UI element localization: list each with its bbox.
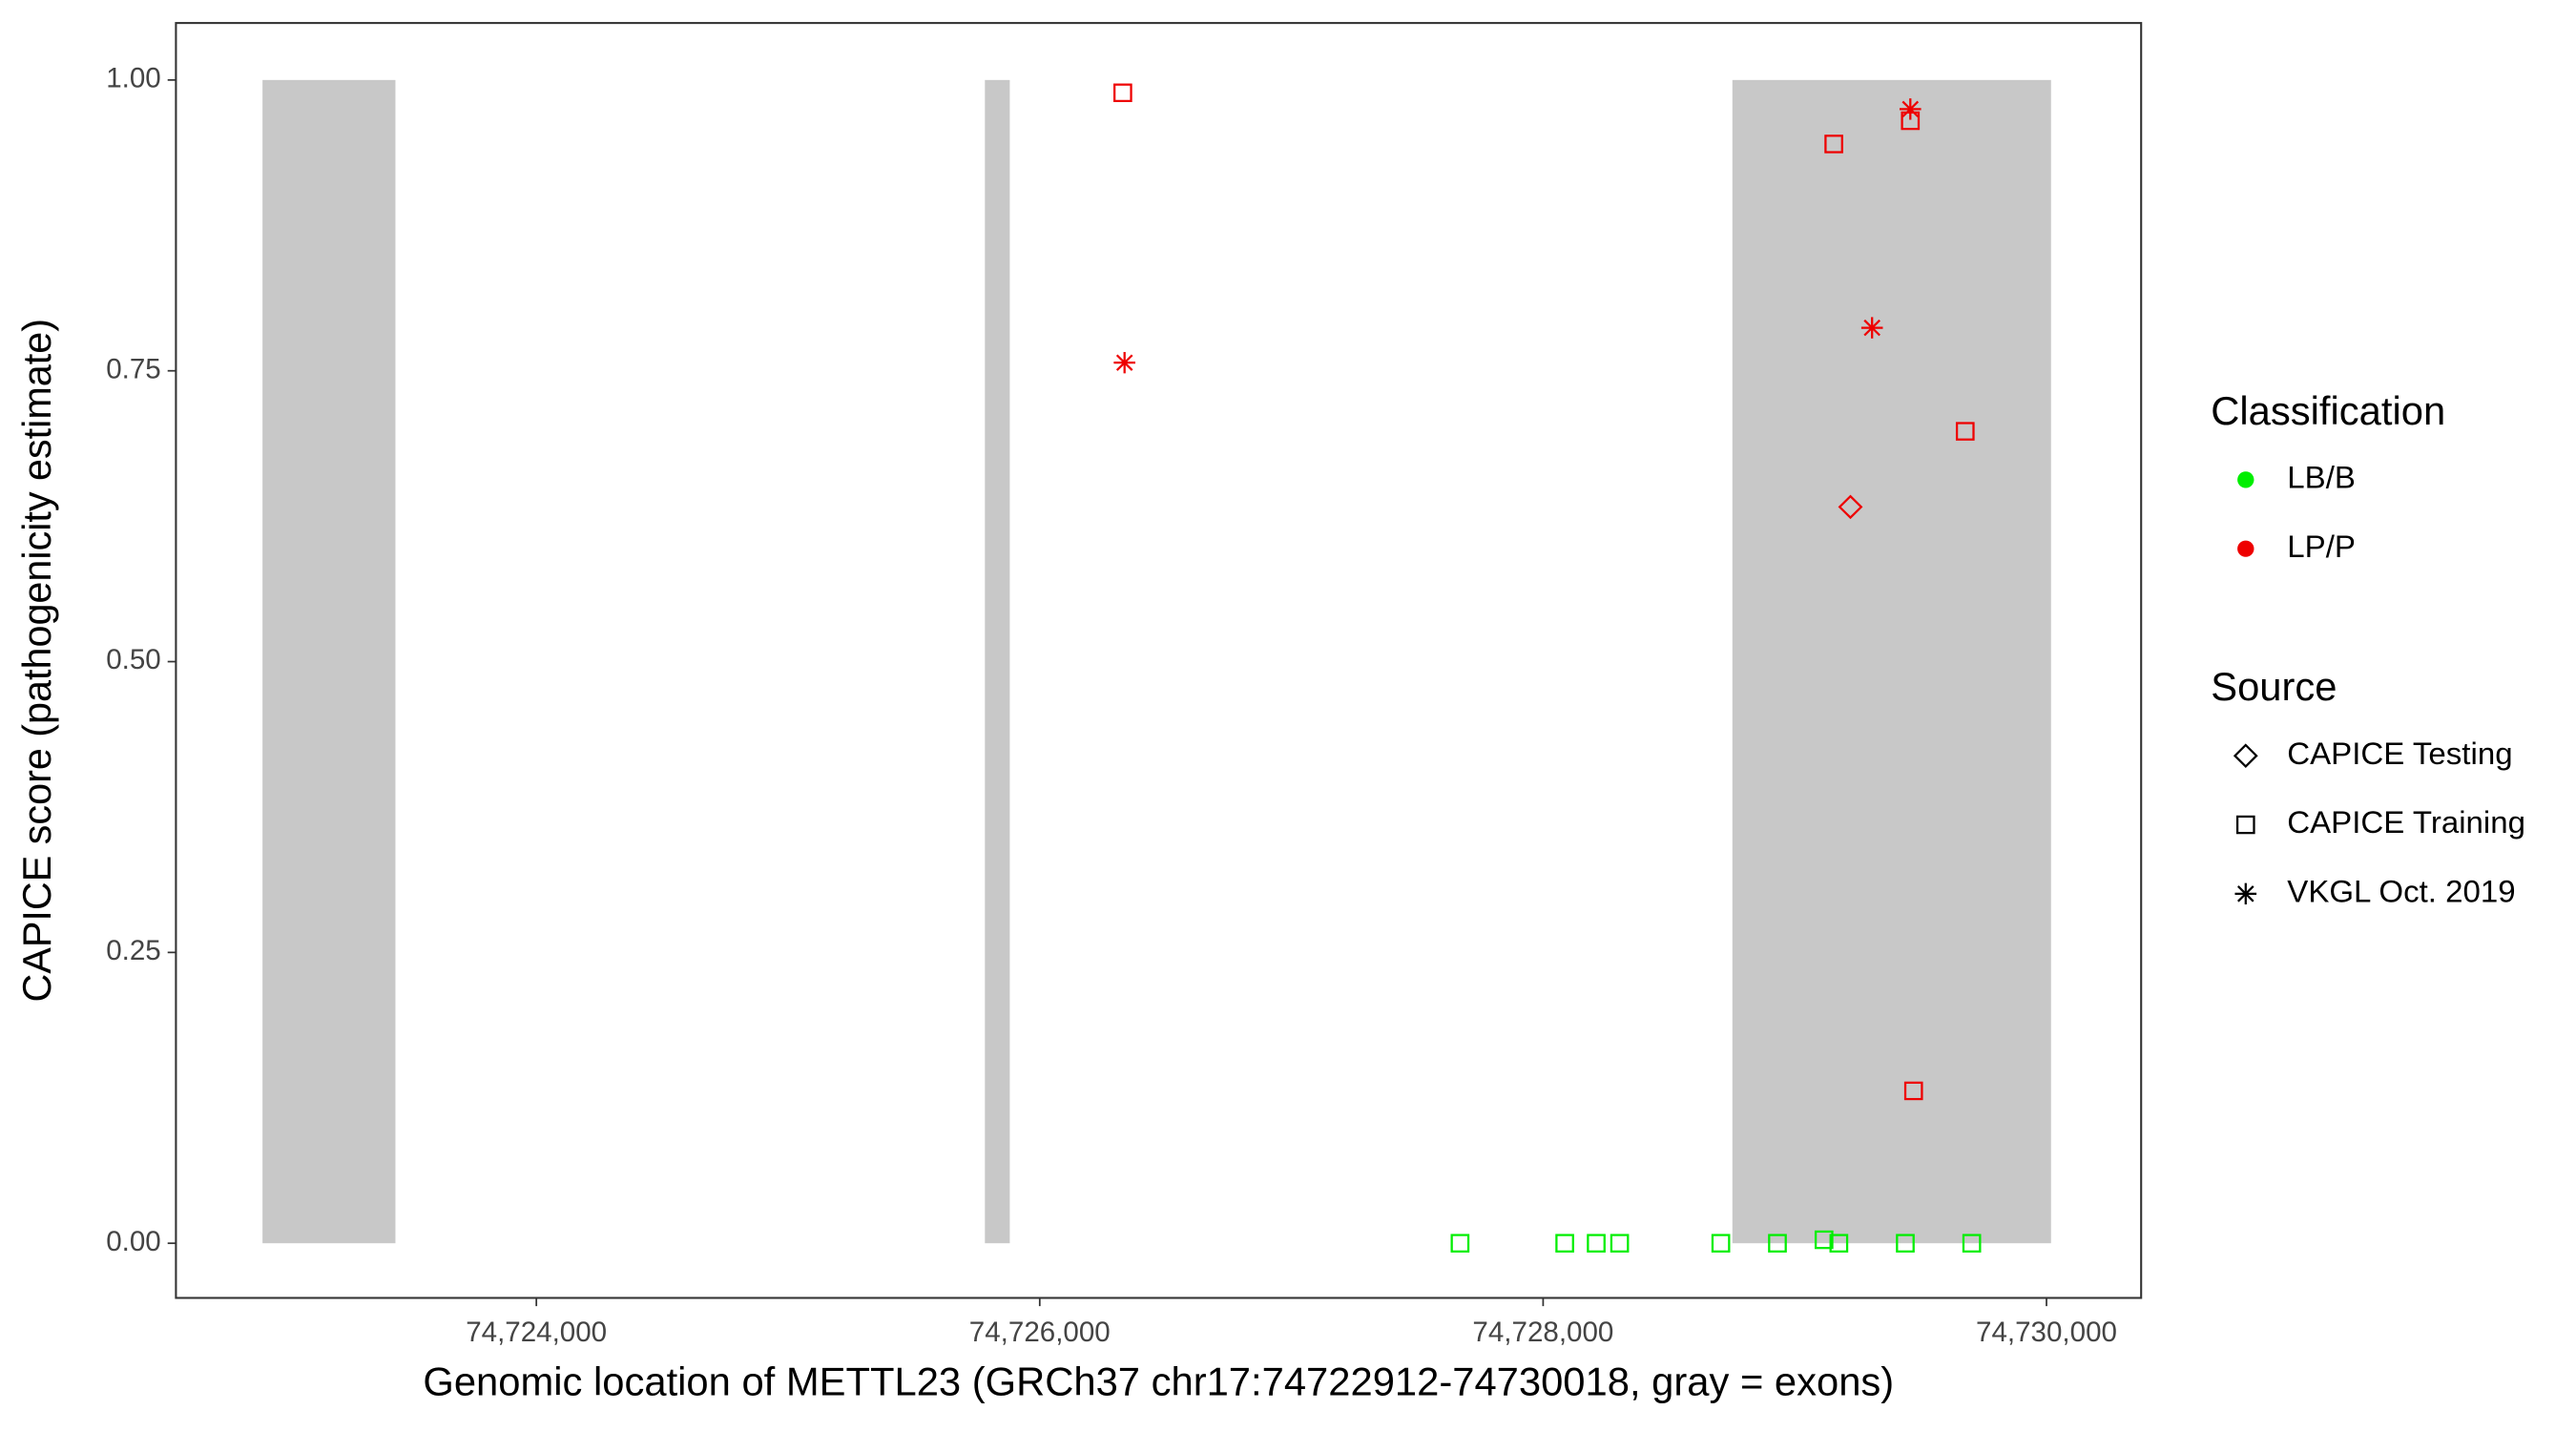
point xyxy=(1711,1234,1731,1253)
shape-square xyxy=(1814,1230,1834,1250)
legend-label: CAPICE Testing xyxy=(2287,736,2512,771)
point xyxy=(1896,1234,1915,1253)
point xyxy=(1903,1081,1923,1101)
legend-key xyxy=(2237,471,2254,488)
legend-title: Source xyxy=(2211,664,2337,709)
point xyxy=(1860,317,1883,339)
legend-title: Classification xyxy=(2211,388,2445,433)
y-axis-title: CAPICE score (pathogenicity estimate) xyxy=(14,319,59,1003)
point xyxy=(1829,1234,1849,1253)
x-tick-label: 74,726,000 xyxy=(969,1317,1111,1348)
x-tick-label: 74,730,000 xyxy=(1976,1317,2117,1348)
shape-stroke xyxy=(1863,319,1880,337)
shape-square xyxy=(1768,1234,1787,1253)
point xyxy=(1824,135,1843,154)
legend-key xyxy=(2237,540,2254,557)
shape-square xyxy=(1829,1234,1849,1253)
point xyxy=(1610,1234,1630,1253)
shape-diamond xyxy=(2233,743,2258,768)
exon-band xyxy=(262,79,396,1244)
point xyxy=(1450,1234,1470,1253)
y-tick-label: 0.75 xyxy=(106,354,161,385)
shape-square xyxy=(1896,1234,1915,1253)
y-tick-label: 0.00 xyxy=(106,1226,161,1257)
shape-square xyxy=(1955,422,1975,441)
shape-diamond xyxy=(1838,494,1863,520)
exon-band xyxy=(985,79,1010,1244)
shape-dot xyxy=(2237,540,2254,557)
exon-band xyxy=(1732,79,2051,1244)
x-tick-label: 74,728,000 xyxy=(1472,1317,1613,1348)
legend-key xyxy=(2234,882,2257,905)
point xyxy=(1768,1234,1787,1253)
shape-stroke xyxy=(2236,885,2254,902)
point xyxy=(1814,1230,1834,1250)
shape-stroke xyxy=(1901,100,1920,118)
plot-border xyxy=(175,22,2143,1299)
y-tick-label: 0.25 xyxy=(106,935,161,966)
point xyxy=(1962,1234,1982,1253)
point xyxy=(1899,98,1922,120)
legend-key xyxy=(2233,743,2258,768)
shape-square xyxy=(1555,1234,1574,1253)
point xyxy=(1113,351,1135,374)
shape-square xyxy=(2235,815,2255,835)
shape-square xyxy=(1962,1234,1982,1253)
shape-square xyxy=(1824,135,1843,154)
shape-square xyxy=(1113,83,1132,103)
legend-key xyxy=(2235,815,2255,835)
shape-square xyxy=(1587,1234,1606,1253)
x-axis-title: Genomic location of METTL23 (GRCh37 chr1… xyxy=(423,1359,1894,1404)
legend-label: LB/B xyxy=(2287,460,2356,495)
point xyxy=(1955,422,1975,441)
point xyxy=(1555,1234,1574,1253)
shape-stroke xyxy=(1115,354,1133,371)
legend-label: LP/P xyxy=(2287,529,2356,564)
shape-dot xyxy=(2237,471,2254,488)
legend-label: VKGL Oct. 2019 xyxy=(2287,874,2515,909)
legend-label: CAPICE Training xyxy=(2287,804,2525,840)
point xyxy=(1113,83,1132,103)
y-tick-label: 0.50 xyxy=(106,644,161,675)
y-tick-label: 1.00 xyxy=(106,63,161,94)
shape-square xyxy=(1610,1234,1630,1253)
shape-square xyxy=(1711,1234,1731,1253)
shape-square xyxy=(1903,1081,1923,1101)
x-tick-label: 74,724,000 xyxy=(466,1317,607,1348)
shape-square xyxy=(1450,1234,1470,1253)
point xyxy=(1838,494,1863,520)
point xyxy=(1587,1234,1606,1253)
